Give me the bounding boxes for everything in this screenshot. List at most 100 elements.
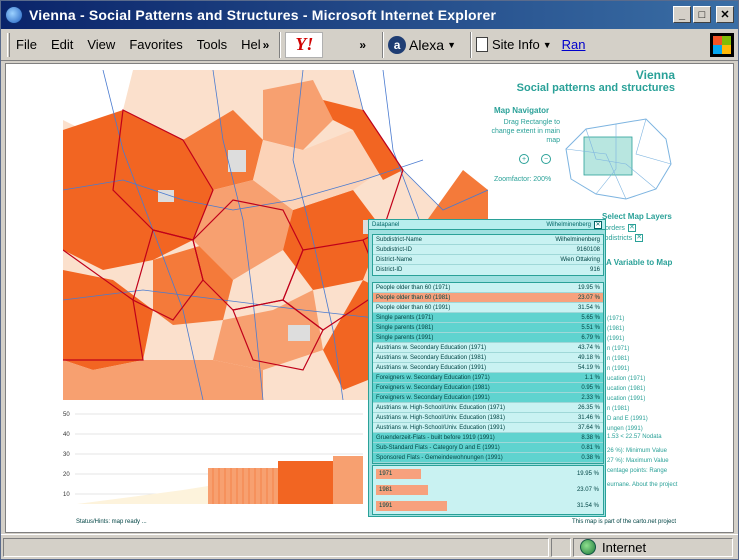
site-info-label: Site Info <box>491 37 540 52</box>
menu-edit[interactable]: Edit <box>50 37 74 52</box>
menu-favorites[interactable]: Favorites <box>129 37 183 52</box>
info-row: Subdistrict-Name Wilhelminenberg <box>373 235 603 245</box>
year-bar-row: 1971 19.95 % <box>373 466 603 482</box>
menu-more-chevron[interactable]: » <box>262 37 270 52</box>
variable-label: Gruenderzeit-Flats - built before 1919 (… <box>376 434 495 441</box>
variable-row[interactable]: Foreigners w. Secondary Education (1981)… <box>373 383 603 393</box>
menu-bar: File Edit View Favorites Tools Hel » Y! … <box>1 29 738 61</box>
variable-row[interactable]: Austrians w. High-School/Univ. Education… <box>373 423 603 433</box>
variable-list-fragment[interactable]: (1971) <box>607 316 625 322</box>
page-heading: Vienna Social patterns and structures <box>517 68 675 94</box>
variable-label: Austrians w. High-School/Univ. Education… <box>376 424 505 431</box>
variable-row[interactable]: Austrians w. High-School/Univ. Education… <box>373 413 603 423</box>
site-info-button[interactable]: Site Info ▼ <box>475 37 552 52</box>
datapanel-header[interactable]: Datapanel Wilhelminenberg ✕ <box>369 220 605 230</box>
variable-value: 31.54 % <box>577 304 600 311</box>
variable-value: 31.46 % <box>577 414 600 421</box>
variable-row[interactable]: Foreigners w. Secondary Education (1971)… <box>373 373 603 383</box>
variable-value: 0.95 % <box>581 384 600 391</box>
info-value: 916 <box>589 267 600 273</box>
layer-subdistricts-checkbox[interactable]: ✕ <box>635 234 644 242</box>
chevron-down-icon: ▼ <box>542 39 552 50</box>
layer-subdistricts[interactable]: Subdistricts ✕ <box>596 234 644 242</box>
variable-label: Single parents (1991) <box>376 334 434 341</box>
variable-row[interactable]: People older than 60 (1971) 19.95 % <box>373 283 603 293</box>
variable-row[interactable]: Austrians w. Secondary Education (1971) 4… <box>373 343 603 353</box>
zoom-in-button[interactable]: + <box>519 154 529 164</box>
year-bar <box>376 501 448 511</box>
navigator-overview-map[interactable] <box>556 109 676 204</box>
variable-list-fragment[interactable]: ungen (1991) <box>607 426 643 432</box>
y-tick-50: 50 <box>63 412 70 418</box>
year-bar <box>376 485 428 495</box>
alexa-button[interactable]: a Alexa ▼ <box>388 35 456 54</box>
variable-label: Single parents (1981) <box>376 324 434 331</box>
menu-help[interactable]: Hel <box>241 37 261 52</box>
minimize-button[interactable]: _ <box>673 6 691 23</box>
variable-list-fragment[interactable]: (1991) <box>607 336 625 342</box>
menu-tools[interactable]: Tools <box>196 37 228 52</box>
ran-link[interactable]: Ran <box>561 37 586 52</box>
variable-value: 6.79 % <box>581 334 600 341</box>
variable-row[interactable]: Gruenderzeit-Flats - built before 1919 (… <box>373 433 603 443</box>
variable-row[interactable]: Single parents (1981) 5.51 % <box>373 323 603 333</box>
datapanel-close-icon[interactable]: ✕ <box>594 220 602 229</box>
toolbar-more-chevron[interactable]: » <box>359 37 367 52</box>
status-lock <box>551 537 571 557</box>
variable-list-fragment[interactable]: D and E (1991) <box>607 416 648 422</box>
menu-file[interactable]: File <box>16 37 37 52</box>
toolbar-grip[interactable] <box>7 32 10 57</box>
variable-label: Austrians w. High-School/Univ. Education… <box>376 414 505 421</box>
variable-value: 23.07 % <box>577 294 600 301</box>
variable-row[interactable]: Foreigners w. Secondary Education (1991)… <box>373 393 603 403</box>
variable-list-fragment[interactable]: n (1971) <box>607 346 630 352</box>
variable-row[interactable]: Single parents (1991) 6.79 % <box>373 333 603 343</box>
variable-list-fragment[interactable]: eurnane. About the project <box>607 482 678 488</box>
y-tick-10: 10 <box>63 492 70 498</box>
variable-list-fragment[interactable]: n (1991) <box>607 366 630 372</box>
info-label: Subdistrict-Name <box>376 236 423 243</box>
year-bar-value: 31.54 % <box>576 503 599 509</box>
title-bar: Vienna - Social Patterns and Structures … <box>1 1 738 29</box>
chevron-down-icon: ▼ <box>447 39 456 50</box>
menu-view[interactable]: View <box>87 37 116 52</box>
variable-row[interactable]: People older than 60 (1991) 31.54 % <box>373 303 603 313</box>
variable-list-fragment[interactable]: ucation (1981) <box>607 386 646 392</box>
variable-row[interactable]: Sub-Standard Flats - Category D and E (1… <box>373 443 603 453</box>
variable-list-fragment[interactable]: ucation (1971) <box>607 376 646 382</box>
datapanel[interactable]: Datapanel Wilhelminenberg ✕ Subdistrict-… <box>368 219 606 517</box>
variable-list-fragment[interactable]: 27 %): Maximum Value <box>607 458 669 464</box>
variable-row[interactable]: Sponsored Flats - Gemeindewohnungen (199… <box>373 453 603 463</box>
ie-icon <box>5 6 23 24</box>
variable-row[interactable]: Austrians w. Secondary Education (1981) 4… <box>373 353 603 363</box>
info-label: District-Name <box>376 256 413 263</box>
variable-value: 37.64 % <box>577 424 600 431</box>
variable-list-fragment[interactable]: n (1981) <box>607 356 630 362</box>
variable-list-fragment[interactable]: 1.53 < 22.57 Nodata <box>607 434 662 440</box>
datapanel-variables[interactable]: People older than 60 (1971) 19.95 % People… <box>372 282 604 464</box>
yahoo-button[interactable]: Y! <box>285 31 324 58</box>
variable-list-fragment[interactable]: ucation (1991) <box>607 396 646 402</box>
internet-globe-icon <box>580 539 596 555</box>
info-row: Subdistrict-ID 9160108 <box>373 245 603 255</box>
variable-label: Foreigners w. Secondary Education (1991) <box>376 394 490 401</box>
variable-list-fragment[interactable]: (1981) <box>607 326 625 332</box>
variable-row[interactable]: Single parents (1971) 5.65 % <box>373 313 603 323</box>
year-bar-label: 1991 <box>379 503 393 509</box>
variable-list-fragment[interactable]: n (1981) <box>607 406 630 412</box>
variable-value: 8.38 % <box>581 434 600 441</box>
page-content[interactable]: Vienna Social patterns and structures Ma… <box>5 63 734 533</box>
close-button[interactable]: ✕ <box>716 6 734 23</box>
variable-list-fragment[interactable]: centage points: Range <box>607 468 668 474</box>
variable-row[interactable]: Austrians w. Secondary Education (1991) 5… <box>373 363 603 373</box>
maximize-button[interactable]: □ <box>693 6 711 23</box>
year-bar-label: 1971 <box>379 471 393 477</box>
variable-value: 5.51 % <box>581 324 600 331</box>
zoom-out-button[interactable]: − <box>541 154 551 164</box>
y-tick-20: 20 <box>63 472 70 478</box>
variable-list-fragment[interactable]: 26 %): Minimum Value <box>607 448 667 454</box>
histogram-band-top <box>333 456 363 504</box>
layer-gruenderzeit-checkbox[interactable]: ✕ <box>627 224 636 232</box>
variable-row[interactable]: Austrians w. High-School/Univ. Education… <box>373 403 603 413</box>
variable-row[interactable]: People older than 60 (1981) 23.07 % <box>373 293 603 303</box>
